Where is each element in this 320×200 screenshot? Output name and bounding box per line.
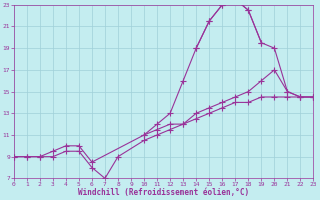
- X-axis label: Windchill (Refroidissement éolien,°C): Windchill (Refroidissement éolien,°C): [78, 188, 249, 197]
